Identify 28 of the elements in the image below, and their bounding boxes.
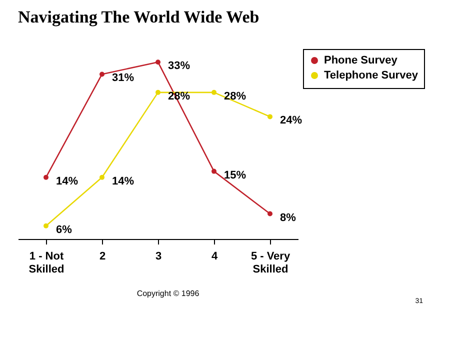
x-tick-label: 2: [99, 250, 106, 262]
point: [100, 72, 104, 77]
point: [100, 174, 104, 180]
x-tick-label: 3: [155, 250, 162, 262]
x-tick-label: 4: [211, 250, 218, 262]
x-tick-label: 5 - Very Skilled: [250, 250, 291, 276]
data-label: 6%: [56, 224, 72, 236]
text: Copyright © 1996: [136, 289, 200, 298]
point: [268, 114, 272, 120]
legend-label: Telephone Survey: [324, 70, 419, 82]
data-label: 14%: [112, 175, 134, 188]
legend-label: Phone Survey: [324, 54, 398, 66]
data-label: 14%: [56, 175, 78, 188]
point: [44, 174, 48, 180]
point: [156, 90, 160, 95]
data-label: 28%: [224, 90, 246, 102]
point: [44, 223, 48, 228]
data-label: 31%: [112, 72, 134, 84]
point: [212, 90, 216, 95]
data-label: 15%: [224, 169, 246, 182]
data-label: 33%: [168, 60, 190, 72]
point: [268, 211, 272, 216]
chart-title: Navigating The World Wide Web: [18, 8, 260, 26]
x-tick-label: 1 - Not Skilled: [28, 250, 64, 276]
data-label: 8%: [280, 212, 296, 224]
point: [156, 60, 160, 65]
data-label: 24%: [280, 114, 302, 127]
point: [212, 168, 216, 174]
